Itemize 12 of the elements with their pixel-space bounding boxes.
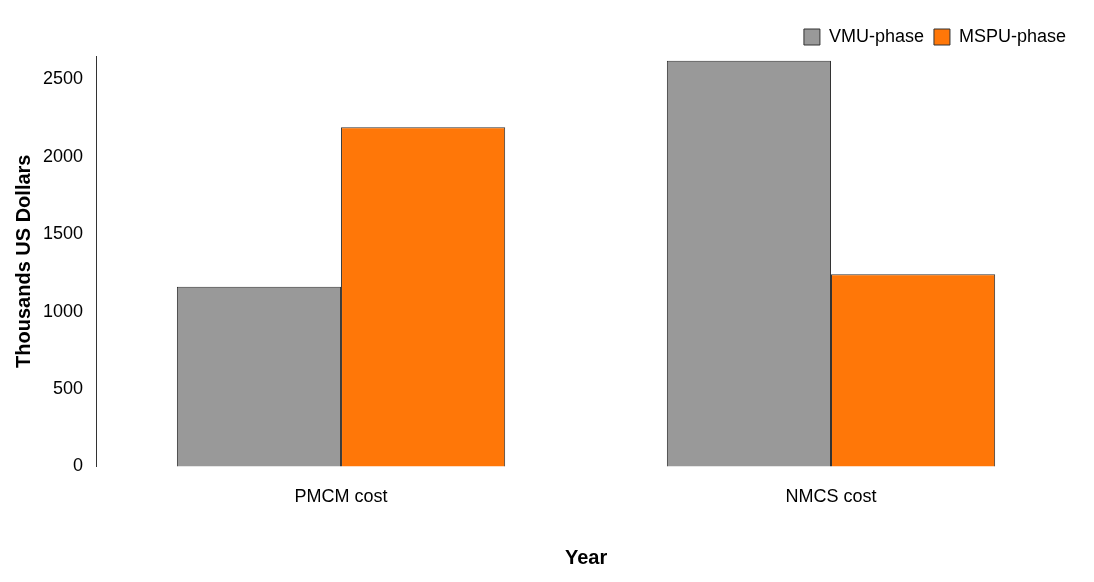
y-tick-label: 2500 [43,68,84,89]
y-tick-label: 1000 [43,300,84,321]
y-tick-label: 1500 [43,223,84,244]
y-tick-label: 500 [53,377,84,398]
legend-label: MSPU-phase [958,25,1066,46]
x-tick-label: NMCS cost [785,486,877,507]
x-tick-label: PMCM cost [294,486,388,507]
y-tick-label: 0 [73,455,84,476]
x-axis-title: Year [564,545,608,568]
y-axis-title: Thousands US Dollars [11,154,34,368]
legend-label: VMU-phase [828,25,924,46]
y-tick-label: 2000 [43,145,84,166]
